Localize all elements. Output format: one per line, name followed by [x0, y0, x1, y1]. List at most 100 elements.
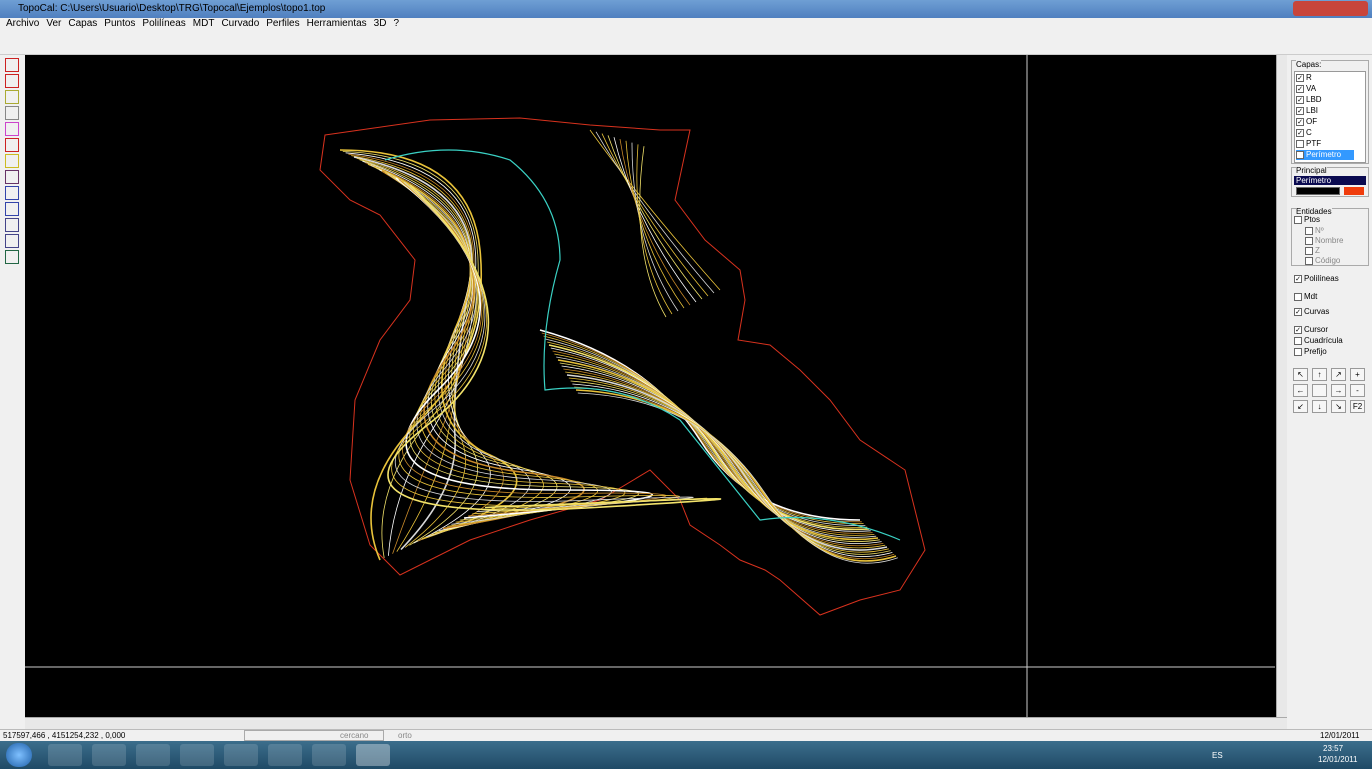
taskbar-app[interactable] — [268, 744, 302, 766]
snap-mode[interactable]: cercano — [340, 731, 369, 740]
clock-date[interactable]: 12/01/2011 — [1318, 755, 1358, 764]
checkbox[interactable] — [1305, 226, 1313, 235]
menu-item[interactable]: Archivo — [6, 18, 40, 29]
tool-button[interactable] — [5, 170, 19, 184]
checkbox[interactable]: ✓ — [1296, 128, 1304, 137]
menu-item[interactable]: Ver — [46, 18, 62, 29]
drawing-canvas[interactable] — [25, 55, 1276, 717]
layer-list[interactable]: ✓ R ✓ VA ✓ LBD ✓ LBI ✓ OF ✓ C PTF ✓ Perímetro — [1294, 71, 1366, 163]
checkbox[interactable]: ✓ — [1294, 325, 1302, 334]
ortho-mode[interactable]: orto — [398, 731, 412, 740]
checkbox[interactable] — [1305, 256, 1313, 265]
nav-button[interactable]: ↗ — [1331, 368, 1346, 381]
checkbox[interactable]: ✓ — [1294, 274, 1302, 283]
tool-button[interactable] — [5, 58, 19, 72]
taskbar-app[interactable] — [92, 744, 126, 766]
principal-layer[interactable]: Perímetro — [1294, 176, 1366, 185]
nav-button[interactable]: ← — [1293, 384, 1308, 397]
menu-item[interactable]: Perfiles — [266, 18, 300, 29]
option-label[interactable]: Nº — [1315, 226, 1324, 235]
layer-color[interactable] — [1344, 187, 1364, 195]
nav-button[interactable]: + — [1350, 368, 1365, 381]
option-label[interactable]: Prefijo — [1304, 347, 1327, 356]
tool-button[interactable] — [5, 122, 19, 136]
tool-button[interactable] — [5, 106, 19, 120]
layer-item[interactable]: ✓ R — [1296, 73, 1354, 83]
contour — [398, 180, 680, 515]
layer-item[interactable]: ✓ VA — [1296, 84, 1354, 94]
tool-button[interactable] — [5, 250, 19, 264]
tool-button[interactable] — [5, 234, 19, 248]
tool-button[interactable] — [5, 90, 19, 104]
layer-item[interactable]: ✓ LBD — [1296, 95, 1354, 105]
tool-button[interactable] — [5, 154, 19, 168]
tool-button[interactable] — [5, 186, 19, 200]
checkbox[interactable]: ✓ — [1296, 117, 1304, 126]
checkbox[interactable] — [1305, 246, 1313, 255]
checkbox[interactable]: ✓ — [1296, 150, 1304, 159]
nav-button[interactable]: ↘ — [1331, 400, 1346, 413]
tool-button[interactable] — [5, 218, 19, 232]
option-label[interactable]: Nombre — [1315, 236, 1344, 245]
nav-button[interactable] — [1312, 384, 1327, 397]
line-style[interactable] — [1296, 187, 1340, 195]
nav-button[interactable]: ↓ — [1312, 400, 1327, 413]
contour — [639, 146, 667, 318]
checkbox[interactable]: ✓ — [1294, 307, 1302, 316]
nav-button[interactable]: → — [1331, 384, 1346, 397]
layer-item[interactable]: ✓ OF — [1296, 117, 1354, 127]
checkbox[interactable]: ✓ — [1296, 73, 1304, 82]
menu-item[interactable]: Curvado — [221, 18, 260, 29]
menu-item[interactable]: MDT — [192, 18, 215, 29]
clock-time[interactable]: 23:57 — [1323, 744, 1344, 753]
checkbox[interactable]: ✓ — [1296, 84, 1304, 93]
checkbox[interactable] — [1296, 139, 1304, 148]
nav-button[interactable]: ↑ — [1312, 368, 1327, 381]
contour — [574, 386, 895, 560]
taskbar-app[interactable] — [312, 744, 346, 766]
checkbox[interactable] — [1294, 336, 1302, 345]
layer-item[interactable]: PTF — [1296, 139, 1354, 149]
tool-button[interactable] — [5, 202, 19, 216]
tool-button[interactable] — [5, 74, 19, 88]
option-label[interactable]: Ptos — [1304, 215, 1321, 224]
taskbar-app-active[interactable] — [356, 744, 390, 766]
vertical-scrollbar[interactable] — [1276, 55, 1287, 717]
option-row: ✓ Polilíneas — [1294, 274, 1339, 283]
layer-item[interactable]: ✓ LBI — [1296, 106, 1354, 116]
nav-button[interactable]: ↙ — [1293, 400, 1308, 413]
layer-item[interactable]: ✓ Perímetro — [1296, 150, 1354, 160]
checkbox[interactable] — [1294, 292, 1302, 301]
language[interactable]: ES — [1212, 751, 1223, 760]
menu-item[interactable]: 3D — [373, 18, 387, 29]
nav-button[interactable]: - — [1350, 384, 1365, 397]
option-label[interactable]: Cuadrícula — [1304, 336, 1343, 345]
option-label[interactable]: Código — [1315, 256, 1341, 265]
taskbar-app[interactable] — [48, 744, 82, 766]
horizontal-scrollbar[interactable] — [25, 717, 1287, 729]
layer-item[interactable]: ✓ C — [1296, 128, 1354, 138]
option-label[interactable]: Mdt — [1304, 292, 1318, 301]
menu-item[interactable]: Polilíneas — [142, 18, 186, 29]
menu-item[interactable]: ? — [393, 18, 400, 29]
taskbar-app[interactable] — [136, 744, 170, 766]
checkbox[interactable] — [1294, 347, 1302, 356]
taskbar-app[interactable] — [180, 744, 214, 766]
checkbox[interactable]: ✓ — [1296, 95, 1304, 104]
checkbox[interactable] — [1294, 215, 1302, 224]
menu-item[interactable]: Puntos — [104, 18, 136, 29]
option-label[interactable]: Curvas — [1304, 307, 1330, 316]
checkbox[interactable] — [1305, 236, 1313, 245]
menu-item[interactable]: Herramientas — [306, 18, 367, 29]
start-button[interactable] — [6, 743, 32, 767]
option-label[interactable]: Polilíneas — [1304, 274, 1339, 283]
nav-button[interactable]: ↖ — [1293, 368, 1308, 381]
nav-button[interactable]: F2 — [1350, 400, 1365, 413]
tool-button[interactable] — [5, 138, 19, 152]
checkbox[interactable]: ✓ — [1296, 106, 1304, 115]
option-label[interactable]: Z — [1315, 246, 1320, 255]
window-controls[interactable] — [1293, 1, 1368, 16]
taskbar-app[interactable] — [224, 744, 258, 766]
menu-item[interactable]: Capas — [68, 18, 98, 29]
option-label[interactable]: Cursor — [1304, 325, 1329, 334]
